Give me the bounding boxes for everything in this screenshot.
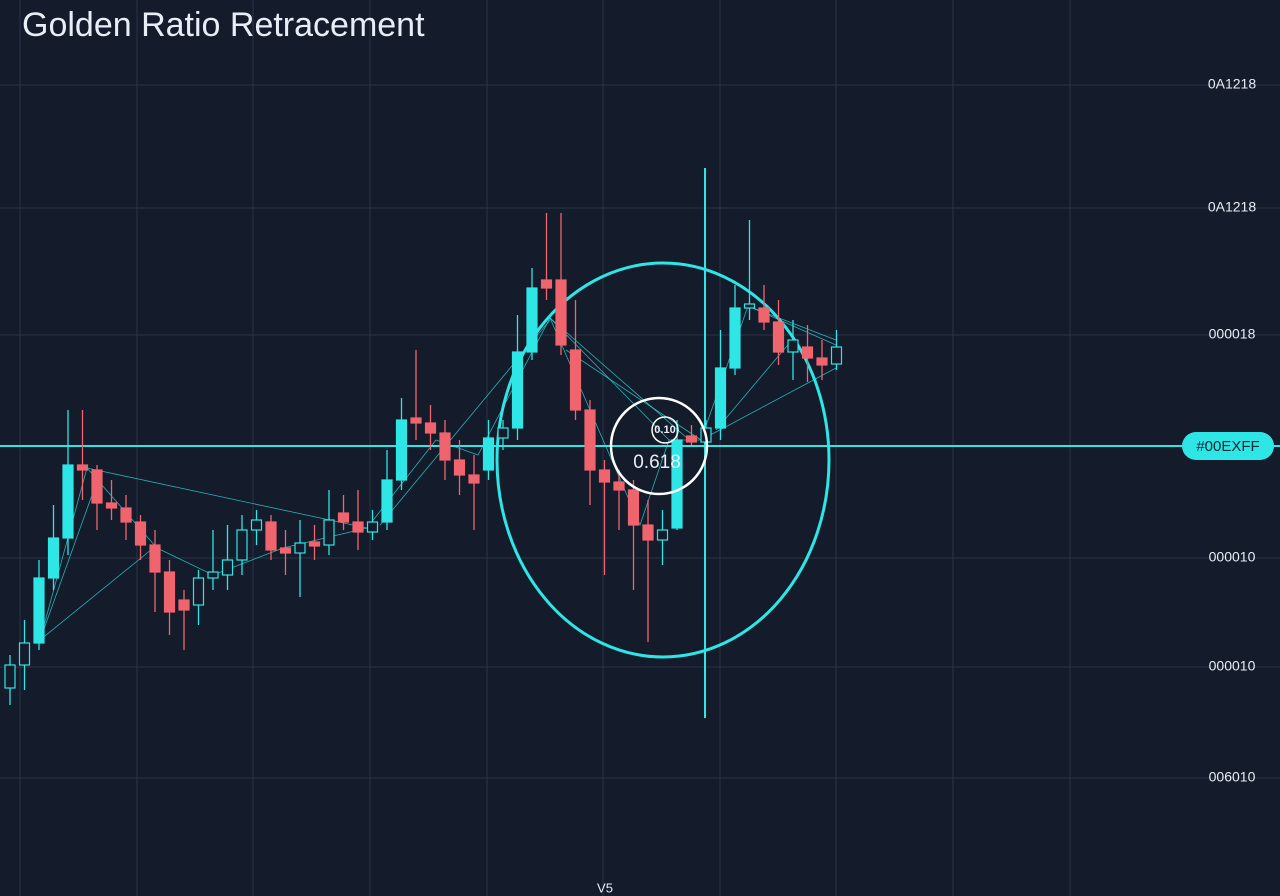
candle-body (424, 422, 437, 434)
candle-body (18, 642, 31, 666)
candle-body (555, 279, 567, 346)
annotation: 0.618 (633, 452, 681, 473)
annotation: 0.10 (654, 424, 675, 436)
fan-line (549, 317, 688, 439)
candle-body (830, 346, 843, 365)
y-tick-label: 0A1218 (1208, 76, 1256, 92)
candle-body (323, 519, 335, 546)
candle-body (192, 577, 205, 606)
candle-body (801, 346, 814, 359)
level-label: #00EXFF (1196, 438, 1259, 455)
candle-body (4, 664, 16, 689)
candle-body (758, 307, 770, 323)
candle-body (236, 529, 248, 561)
candle-body (178, 599, 190, 611)
fan-line (86, 467, 368, 529)
candle-body (250, 519, 263, 531)
candle-body (772, 321, 785, 353)
fan-line (39, 544, 158, 641)
candle-body (468, 474, 480, 484)
candle-body (743, 303, 756, 309)
candle-body (816, 357, 828, 366)
candle-body (511, 351, 524, 429)
chart-title: Golden Ratio Retracement (22, 6, 425, 44)
y-tick-label: 000010 (1209, 658, 1256, 674)
fan-line (39, 469, 102, 641)
candle-body (76, 464, 89, 471)
y-tick-label: 0A1218 (1208, 199, 1256, 215)
candle-body (33, 577, 45, 644)
candle-body (134, 521, 147, 546)
candle-body (482, 437, 495, 471)
level-badge (1182, 432, 1274, 460)
candle-body (207, 571, 219, 579)
candle-body (91, 469, 103, 504)
candle-body (598, 469, 611, 483)
y-tick-label: 006010 (1209, 769, 1256, 785)
x-axis-label: V5 (597, 880, 613, 895)
candle-body (729, 307, 741, 369)
candle-body (163, 571, 176, 613)
candle-body (656, 529, 669, 541)
ratio-small-circle (651, 416, 679, 444)
candle-body (685, 435, 698, 443)
candle-body (671, 439, 683, 529)
y-tick-label: 000018 (1209, 326, 1256, 342)
fan-line (565, 349, 702, 441)
candle-body (584, 409, 596, 471)
candle-body (62, 464, 74, 539)
candle-body (627, 489, 640, 526)
candle-body (47, 537, 60, 579)
candle-body (352, 521, 364, 533)
candle-body (540, 279, 553, 289)
candle-body (279, 547, 292, 554)
candle-body (526, 287, 538, 353)
candle-body (120, 507, 132, 523)
candle-body (337, 512, 350, 523)
candle-body (105, 502, 118, 509)
candle-body (410, 417, 422, 424)
candle-body (497, 427, 509, 439)
candle-body (366, 521, 379, 533)
candle-body (149, 544, 161, 573)
candle-body (381, 479, 393, 523)
candle-body (221, 559, 234, 576)
candle-body (308, 541, 321, 547)
candle-body (569, 349, 582, 411)
candles (0, 213, 1280, 705)
candle-body (265, 521, 277, 551)
candle-body (613, 481, 625, 491)
candle-body (453, 459, 466, 476)
retracement-circle (495, 261, 831, 659)
candle-body (395, 419, 408, 481)
candle-body (294, 542, 306, 554)
candle-body (439, 432, 451, 461)
candle-body (642, 524, 654, 541)
fan-line (715, 339, 793, 431)
candle-body (714, 367, 727, 429)
y-tick-label: 000010 (1209, 549, 1256, 565)
candle-body (787, 339, 799, 353)
ratio-circle (609, 396, 709, 496)
